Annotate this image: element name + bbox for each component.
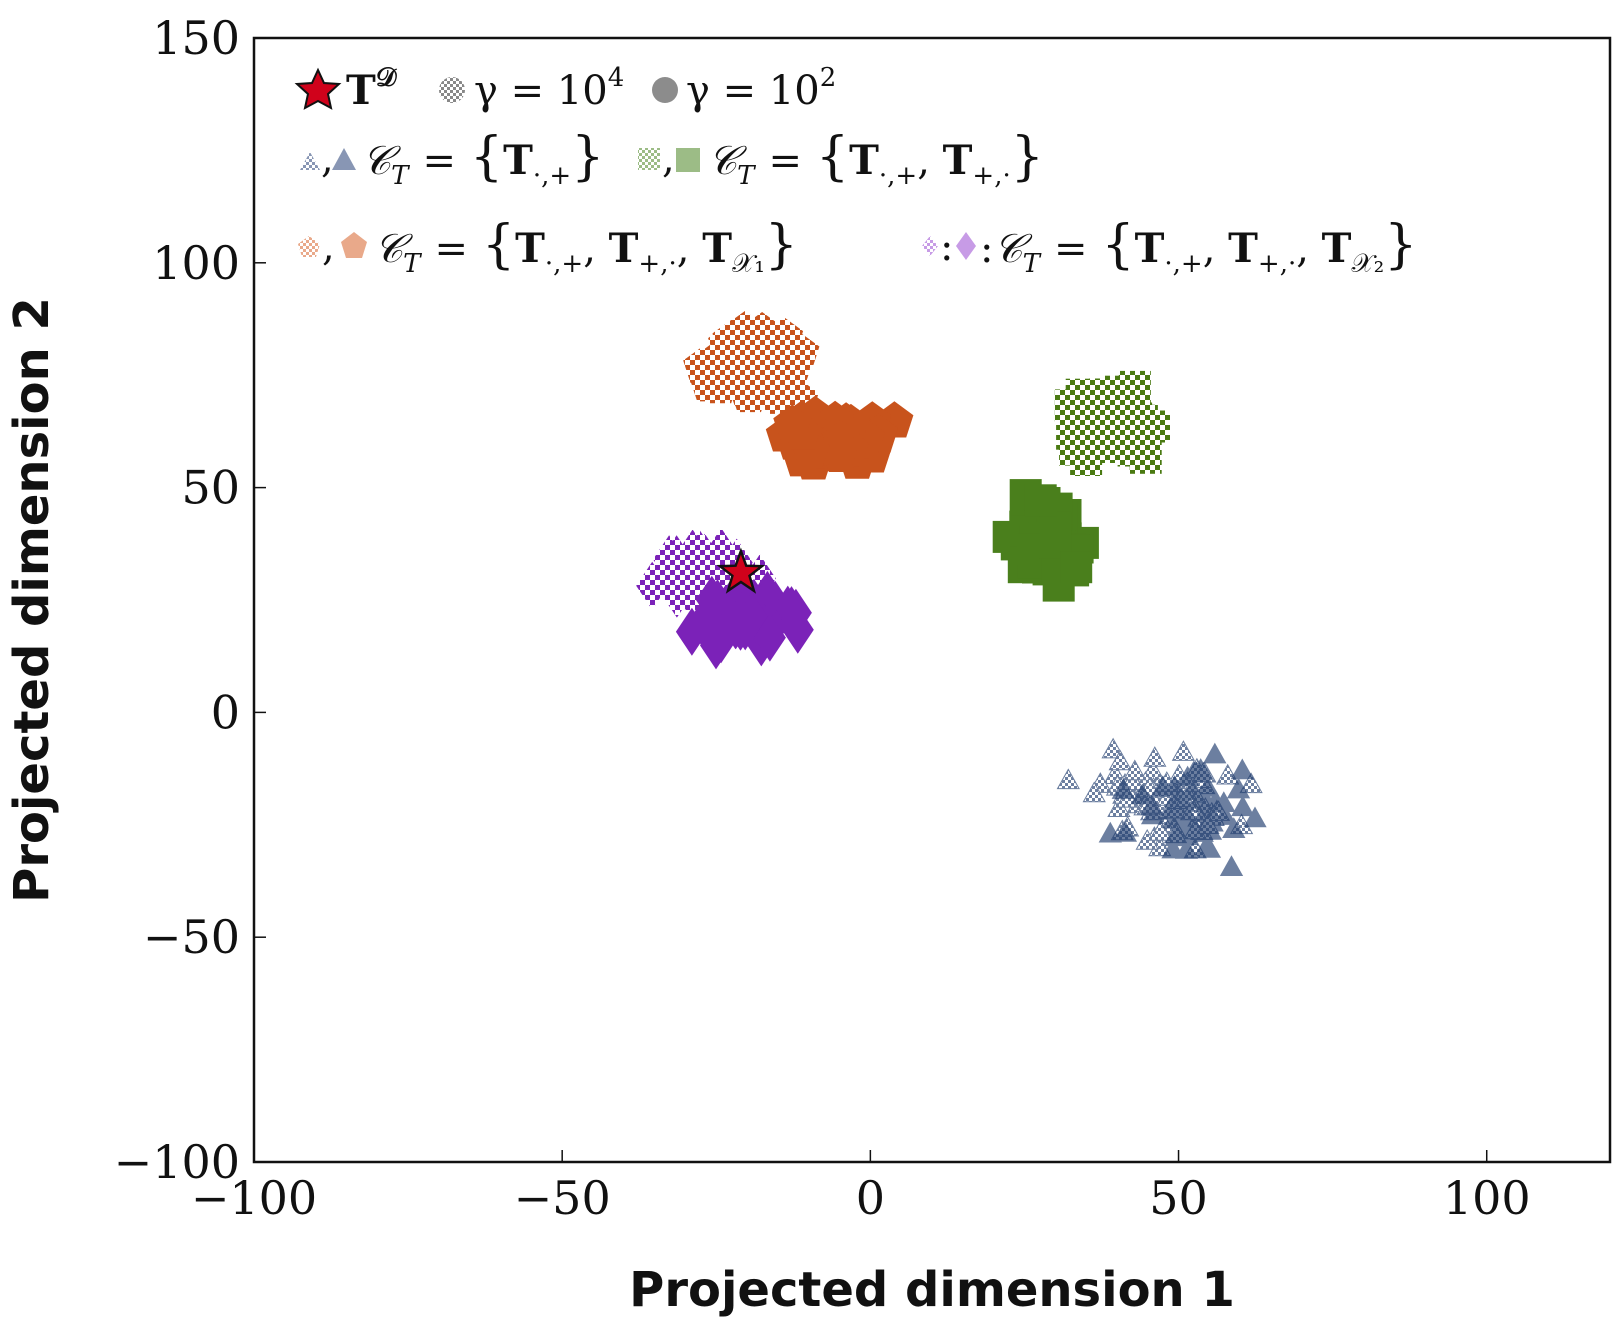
data-point	[1079, 387, 1112, 420]
data-point	[1059, 433, 1092, 466]
data-point	[1182, 760, 1206, 782]
legend: T𝒟 γ = 104 γ = 102 , 𝒞T = {T·,+} , 𝒞T = {T·,…	[294, 63, 1417, 279]
legend-separator: ,	[662, 136, 675, 182]
data-point	[1111, 778, 1135, 799]
series-diamond-10^2	[675, 570, 814, 670]
data-point	[725, 340, 764, 377]
legend-separator: ,	[321, 136, 334, 182]
y-tick-label: 150	[152, 11, 240, 65]
data-point	[779, 588, 812, 637]
legend-square-solid-icon	[676, 148, 700, 172]
x-axis-label: Projected dimension 1	[629, 1262, 1235, 1318]
series-pentagon-10^2	[765, 395, 914, 480]
data-point	[1180, 779, 1204, 801]
legend-separator: :	[940, 224, 953, 270]
data-point	[1024, 484, 1057, 517]
y-tick-label: 50	[181, 461, 240, 515]
data-point	[1138, 410, 1170, 443]
axis-ticks: −100 −50 0 50 100 −100 −50 0 50 100 150	[114, 11, 1531, 1225]
x-tick-label: 100	[1443, 1171, 1531, 1225]
data-point	[1113, 821, 1138, 842]
data-point	[719, 601, 752, 649]
data-point	[1239, 772, 1263, 794]
legend-entry-3: 𝒞T = {T·,+, T+,·, T𝒳₁}	[374, 215, 798, 279]
reference-point-star	[716, 547, 766, 594]
data-point	[1203, 789, 1228, 811]
legend-entry-2: 𝒞T = {T·,+, T+,·}	[708, 127, 1044, 191]
legend-gamma-high-icon	[439, 77, 465, 103]
legend-triangle-checker-icon	[300, 152, 320, 170]
legend-separator: ,	[322, 224, 335, 270]
y-tick-label: −50	[143, 910, 240, 964]
data-point	[1230, 758, 1254, 780]
data-point	[821, 428, 860, 465]
legend-triangle-solid-icon	[332, 148, 356, 170]
x-tick-label: 0	[856, 1171, 885, 1225]
series-pentagon-10^4	[683, 311, 820, 416]
data-point	[1143, 746, 1167, 767]
data-point	[1203, 742, 1227, 764]
legend-gamma-low-label: γ = 102	[686, 63, 836, 114]
data-point	[1194, 835, 1218, 857]
data-point	[1140, 803, 1165, 825]
legend-entry-1: 𝒞T = {T·,+}	[362, 127, 604, 191]
data-point	[675, 607, 708, 656]
plot-frame	[252, 36, 1612, 1164]
data-point	[1060, 551, 1093, 584]
data-point	[1198, 818, 1223, 840]
data-point	[753, 613, 786, 662]
data-points	[636, 311, 1267, 876]
data-point	[1219, 855, 1244, 876]
data-point	[1171, 740, 1196, 761]
y-tick-label: 0	[211, 685, 240, 739]
data-point	[1226, 777, 1251, 799]
data-point	[662, 541, 695, 589]
data-point	[1098, 821, 1122, 843]
data-point	[1174, 824, 1199, 846]
series-square-10^4	[1054, 370, 1170, 476]
y-tick-label: −100	[114, 1135, 240, 1189]
data-point	[1231, 795, 1255, 817]
x-tick-label: −50	[514, 1171, 611, 1225]
x-tick-label: 50	[1149, 1171, 1208, 1225]
legend-entry-4: :𝒞T = {T·,+, T+,·, T𝒳₂}	[980, 215, 1417, 279]
legend-pentagon-solid-icon	[341, 232, 367, 258]
data-point	[1082, 781, 1106, 803]
legend-diamond-solid-icon	[956, 232, 976, 260]
series-triangle-10^2	[1098, 742, 1267, 876]
series-square-10^2	[992, 479, 1099, 602]
data-point	[1108, 749, 1132, 771]
data-point	[774, 330, 813, 367]
x-tick-label: −100	[191, 1171, 317, 1225]
data-point	[1174, 838, 1199, 859]
y-axis-label: Projected dimension 2	[4, 297, 60, 903]
legend-square-checker-icon	[638, 148, 660, 170]
data-point	[1130, 783, 1155, 805]
legend-diamond-checker-icon	[922, 236, 938, 256]
data-point	[1123, 759, 1147, 781]
legend-gamma-low-icon	[652, 77, 678, 103]
data-point	[1148, 819, 1173, 841]
data-point	[1243, 806, 1267, 828]
data-point	[1056, 768, 1080, 790]
legend-reference-label: T𝒟	[346, 63, 398, 114]
data-point	[773, 404, 812, 441]
legend-gamma-high-label: γ = 104	[474, 63, 624, 114]
legend-pentagon-checker-icon	[298, 236, 320, 257]
data-point	[1222, 817, 1246, 838]
legend-star-icon	[294, 67, 342, 110]
y-tick-label: 100	[152, 236, 240, 290]
data-point	[1159, 798, 1183, 820]
